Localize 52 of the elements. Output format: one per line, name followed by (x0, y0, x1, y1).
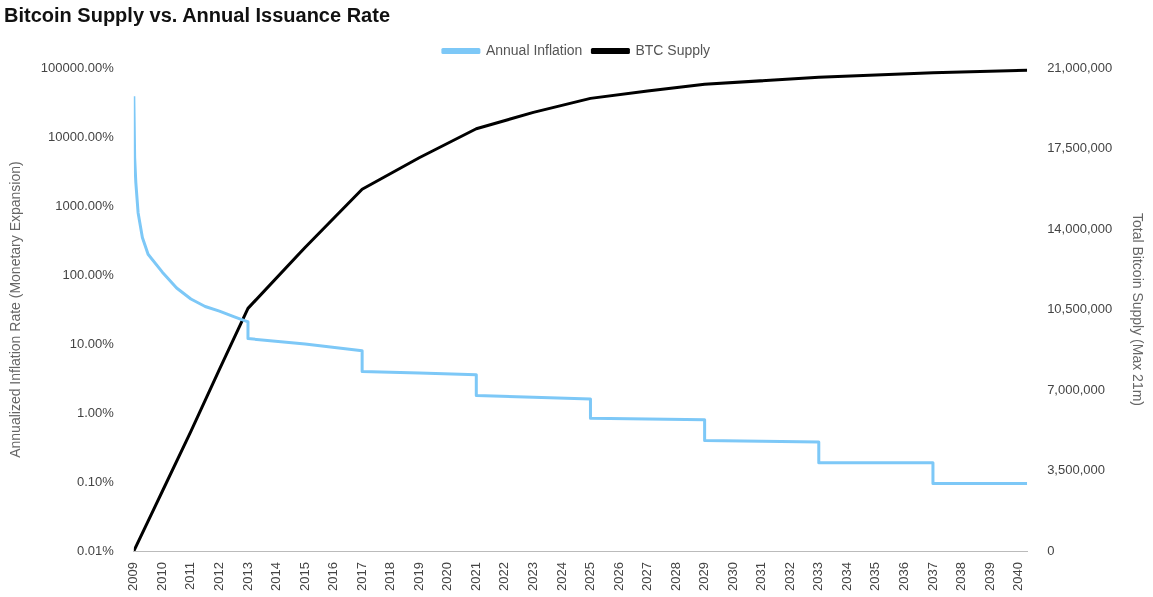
x-tick-label: 2009 (125, 562, 141, 591)
y2-tick-label: 17,500,000 (1047, 140, 1113, 156)
y2-tick-label: 14,000,000 (1047, 220, 1113, 236)
x-tick-label: 2033 (810, 562, 826, 591)
y-tick-label: 10.00% (69, 335, 115, 351)
y2-tick-label: 21,000,000 (1047, 59, 1113, 75)
x-tick-label: 2035 (867, 562, 883, 591)
y-tick-label: 1.00% (76, 404, 115, 420)
x-tick-label: 2030 (724, 562, 740, 591)
x-tick-label: 2031 (753, 562, 769, 591)
y2-tick-label: 3,500,000 (1047, 462, 1105, 478)
x-tick-label: 2020 (439, 562, 455, 591)
x-tick-label: 2022 (496, 562, 512, 591)
y-tick-label: 100.00% (62, 266, 115, 282)
x-tick-label: 2036 (895, 562, 911, 591)
y-axis-title: Annualized Inflation Rate (Monetary Expansion) (7, 161, 24, 458)
x-tick-label: 2040 (1010, 562, 1026, 591)
y2-axis-title: Total Bitcoin Supply (Max 21m) (1129, 213, 1146, 407)
x-tick-label: 2034 (838, 562, 854, 591)
x-tick-label: 2037 (924, 562, 940, 591)
y-tick-label: 0.10% (76, 473, 115, 489)
x-tick-label: 2015 (296, 562, 312, 591)
x-tick-label: 2012 (211, 562, 227, 591)
x-tick-label: 2029 (696, 562, 712, 591)
x-tick-label: 2027 (639, 562, 655, 591)
y-tick-label: 1000.00% (55, 197, 115, 213)
y2-tick-label: 10,500,000 (1047, 301, 1113, 317)
x-tick-label: 2023 (524, 562, 540, 591)
y-tick-label: 100000.00% (40, 59, 115, 75)
y-tick-label: 0.01% (76, 542, 115, 558)
y2-tick-label: 0 (1047, 542, 1055, 558)
x-tick-label: 2032 (781, 562, 797, 591)
x-tick-label: 2018 (382, 562, 398, 591)
y-tick-label: 10000.00% (48, 128, 115, 144)
x-tick-label: 2038 (953, 562, 969, 591)
y2-tick-label: 7,000,000 (1047, 381, 1105, 397)
x-tick-label: 2019 (410, 562, 426, 591)
x-tick-label: 2010 (153, 562, 169, 591)
x-tick-label: 2021 (467, 562, 483, 591)
x-tick-label: 2013 (239, 562, 255, 591)
x-tick-label: 2028 (667, 562, 683, 591)
x-tick-label: 2016 (325, 562, 341, 591)
chart-title: Bitcoin Supply vs. Annual Issuance Rate (4, 4, 391, 27)
x-tick-label: 2026 (610, 562, 626, 591)
legend-label: Annual Inflation (485, 41, 583, 58)
legend-label: BTC Supply (635, 41, 711, 58)
x-tick-label: 2014 (268, 562, 284, 591)
x-tick-label: 2011 (182, 562, 198, 591)
x-tick-label: 2017 (353, 562, 369, 591)
x-tick-label: 2039 (981, 562, 997, 591)
x-tick-label: 2025 (582, 562, 598, 591)
x-tick-label: 2024 (553, 562, 569, 591)
